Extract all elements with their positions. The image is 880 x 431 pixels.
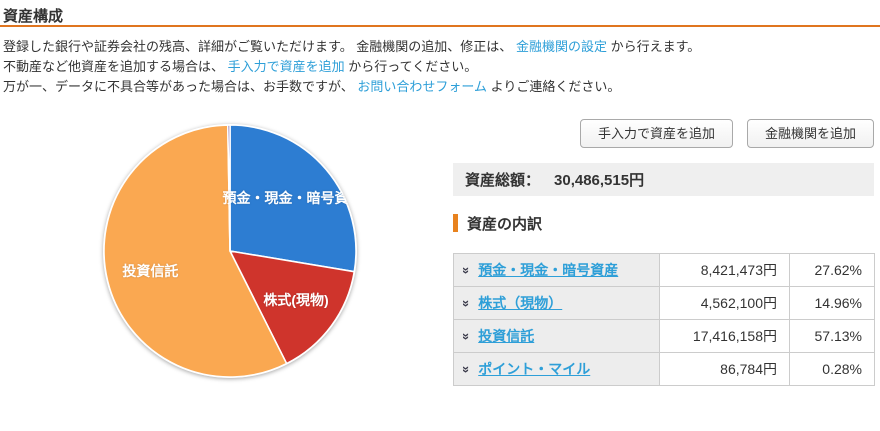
total-assets-label: 資産総額：: [465, 172, 541, 189]
contact-form-link[interactable]: お問い合わせフォーム: [357, 79, 487, 94]
chevron-double-down-icon: »: [459, 365, 475, 373]
heading-accent-bar: [453, 214, 458, 232]
table-row: » 株式（現物） 4,562,100円 14.96%: [454, 287, 875, 320]
percent-cell: 27.62%: [790, 254, 875, 287]
chevron-double-down-icon: »: [459, 332, 475, 340]
pie-svg: [103, 124, 357, 378]
category-cell: » 預金・現金・暗号資産: [454, 254, 660, 287]
intro-line-2-pre: 不動産など他資産を追加する場合は、: [3, 59, 228, 74]
chevron-double-down-icon: »: [459, 299, 475, 307]
category-link-stocks[interactable]: 株式（現物）: [478, 295, 563, 311]
intro-line-3-post: よりご連絡ください。: [486, 79, 621, 94]
intro-line-3-pre: 万が一、データに不具合等があった場合は、お手数ですが、: [3, 79, 358, 94]
institution-settings-link[interactable]: 金融機関の設定: [515, 39, 607, 54]
add-institution-button[interactable]: 金融機関を追加: [746, 119, 874, 148]
percent-cell: 0.28%: [790, 353, 875, 386]
intro-text: 登録した銀行や証券会社の残高、詳細がご覧いただけます。 金融機関の追加、修正は、…: [3, 37, 700, 97]
page-title: 資産構成: [3, 8, 64, 25]
intro-line-2: 不動産など他資産を追加する場合は、 手入力で資産を追加 から行ってください。: [3, 57, 700, 77]
total-assets-bar: 資産総額： 30,486,515円: [453, 163, 874, 196]
category-link-mutual-funds[interactable]: 投資信託: [478, 328, 535, 344]
pie-slice[interactable]: [229, 250, 356, 365]
amount-cell: 17,416,158円: [660, 320, 790, 353]
amount-cell: 86,784円: [660, 353, 790, 386]
total-assets-value: 30,486,515円: [554, 172, 645, 189]
amount-cell: 4,562,100円: [660, 287, 790, 320]
pie-slice[interactable]: [229, 124, 357, 273]
add-manual-asset-button[interactable]: 手入力で資産を追加: [579, 119, 733, 148]
pie-slice[interactable]: [103, 124, 288, 378]
category-cell: » ポイント・マイル: [454, 353, 660, 386]
breakdown-heading: 資産の内訳: [453, 213, 542, 233]
category-link-points-miles[interactable]: ポイント・マイル: [478, 361, 591, 377]
percent-cell: 14.96%: [790, 287, 875, 320]
category-cell: » 投資信託: [454, 320, 660, 353]
table-row: » 預金・現金・暗号資産 8,421,473円 27.62%: [454, 254, 875, 287]
breakdown-table: » 預金・現金・暗号資産 8,421,473円 27.62% » 株式（現物） …: [453, 253, 875, 386]
intro-line-3: 万が一、データに不具合等があった場合は、お手数ですが、 お問い合わせフォーム よ…: [3, 77, 700, 97]
chevron-double-down-icon: »: [459, 266, 475, 274]
table-row: » 投資信託 17,416,158円 57.13%: [454, 320, 875, 353]
asset-pie-chart: 預金・現金・暗号資産 株式(現物) 投資信託: [103, 124, 357, 378]
pie-slice[interactable]: [226, 124, 231, 252]
title-divider: [0, 25, 880, 27]
amount-cell: 8,421,473円: [660, 254, 790, 287]
intro-line-1-pre: 登録した銀行や証券会社の残高、詳細がご覧いただけます。 金融機関の追加、修正は、: [3, 39, 516, 54]
intro-line-2-post: から行ってください。: [344, 59, 478, 74]
intro-line-1: 登録した銀行や証券会社の残高、詳細がご覧いただけます。 金融機関の追加、修正は、…: [3, 37, 700, 57]
breakdown-heading-text: 資産の内訳: [467, 215, 543, 233]
toolbar: 手入力で資産を追加 金融機関を追加: [453, 119, 874, 148]
category-link-deposits[interactable]: 預金・現金・暗号資産: [478, 262, 619, 278]
intro-line-1-post: から行えます。: [606, 39, 701, 54]
manual-add-asset-link[interactable]: 手入力で資産を追加: [227, 59, 345, 74]
category-cell: » 株式（現物）: [454, 287, 660, 320]
table-row: » ポイント・マイル 86,784円 0.28%: [454, 353, 875, 386]
percent-cell: 57.13%: [790, 320, 875, 353]
